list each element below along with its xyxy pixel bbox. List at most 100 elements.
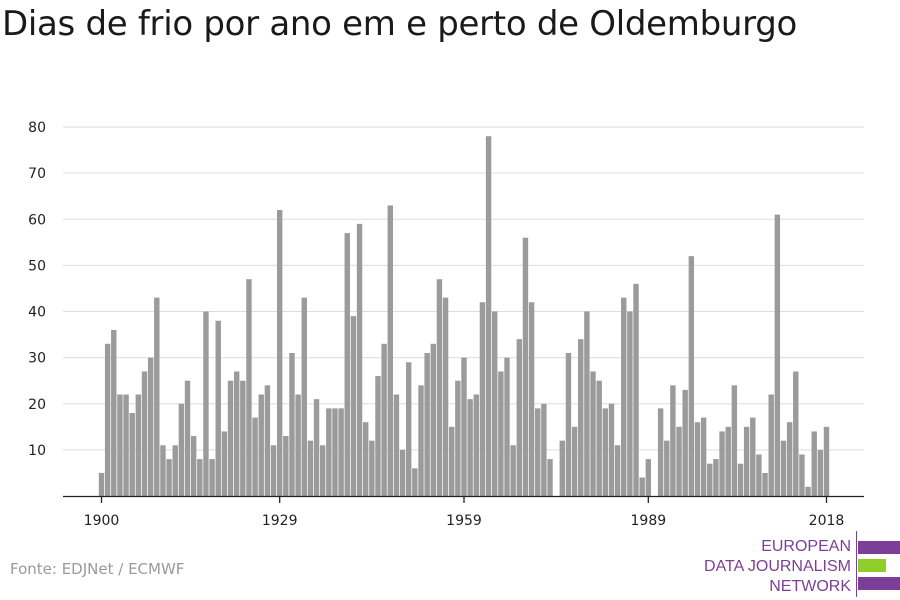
bar-1982 <box>602 408 609 496</box>
bar-1979 <box>584 311 590 496</box>
bar-1981 <box>596 380 602 496</box>
bar-1976 <box>565 353 572 496</box>
logo-text: EUROPEAN DATA JOURNALISM NETWORK <box>704 537 851 597</box>
y-tick-label: 80 <box>28 120 46 136</box>
bar-1907 <box>141 371 148 496</box>
bar-1936 <box>319 445 326 496</box>
y-tick-label: 20 <box>28 397 46 413</box>
bar-1908 <box>147 357 154 497</box>
bar-1915 <box>190 436 197 496</box>
y-tick-label: 70 <box>28 166 46 182</box>
y-axis-tick-labels: 10 20 30 40 50 60 70 80 <box>28 120 46 459</box>
bar-1999 <box>707 463 713 496</box>
bar-2005 <box>743 426 750 496</box>
bar-1934 <box>307 440 314 496</box>
bar-1923 <box>240 380 246 496</box>
bar-2001 <box>719 431 725 497</box>
bar-1911 <box>166 459 172 496</box>
bar-1913 <box>178 403 185 496</box>
bar-1945 <box>375 376 381 496</box>
x-tick-label: 1989 <box>631 513 667 529</box>
bar-1988 <box>639 477 645 496</box>
bar-2013 <box>793 371 799 496</box>
bar-1978 <box>578 339 584 496</box>
bar-1914 <box>184 380 191 496</box>
x-tick-label: 1959 <box>446 513 482 529</box>
bar-2016 <box>811 431 817 497</box>
bar-1986 <box>627 311 633 496</box>
bar-2000 <box>713 459 719 496</box>
bar-1900 <box>98 472 105 496</box>
bar-1993 <box>670 385 676 496</box>
bar-2007 <box>756 454 762 496</box>
logo-stripe-purple-bottom <box>858 577 900 590</box>
edjnet-logo: EUROPEAN DATA JOURNALISM NETWORK <box>700 531 900 597</box>
bar-1939 <box>338 408 344 496</box>
bar-1910 <box>160 445 166 496</box>
bar-1958 <box>455 380 461 496</box>
bar-1998 <box>700 417 707 496</box>
bar-1906 <box>135 394 142 496</box>
bar-1912 <box>172 445 178 496</box>
bar-1971 <box>535 408 541 496</box>
bar-1950 <box>406 362 412 496</box>
x-tick-label: 1900 <box>84 513 120 529</box>
bar-1937 <box>326 408 332 496</box>
logo-stripe-green <box>858 559 886 572</box>
bar-1995 <box>682 389 688 496</box>
bar-1957 <box>449 426 455 496</box>
bar-2009 <box>768 394 774 496</box>
bar-1904 <box>123 394 129 496</box>
bar-1921 <box>227 380 234 496</box>
bar-2008 <box>762 472 768 496</box>
bar-1964 <box>492 311 498 496</box>
bar-1966 <box>504 357 510 497</box>
bar-2018 <box>823 426 830 496</box>
bar-1918 <box>209 459 215 496</box>
bar-1927 <box>264 385 271 496</box>
bar-2017 <box>817 449 824 497</box>
bar-1991 <box>657 408 664 496</box>
bar-1926 <box>258 394 264 496</box>
bar-1962 <box>479 302 486 496</box>
bar-1932 <box>295 394 301 496</box>
bar-1917 <box>203 311 209 496</box>
bar-1980 <box>590 371 596 496</box>
logo-line-2: DATA JOURNALISM <box>704 558 851 575</box>
bar-1992 <box>664 440 670 496</box>
bar-1929 <box>276 210 283 496</box>
logo-divider <box>856 531 857 597</box>
bar-2003 <box>731 385 738 496</box>
bar-1946 <box>381 343 387 496</box>
bar-1938 <box>332 408 338 496</box>
bar-1924 <box>246 279 252 496</box>
bar-2002 <box>725 426 731 496</box>
bar-1968 <box>516 339 522 496</box>
y-tick-label: 50 <box>28 258 46 274</box>
bar-2015 <box>805 486 811 496</box>
bar-1963 <box>485 136 492 497</box>
bar-1972 <box>541 403 547 496</box>
bar-2014 <box>799 454 805 496</box>
bar-1985 <box>621 297 627 496</box>
bar-1975 <box>559 440 566 496</box>
bar-1954 <box>430 343 436 496</box>
bar-1961 <box>473 394 479 496</box>
bar-1973 <box>547 459 553 496</box>
x-axis-tick-labels: 1900 1929 1959 1989 2018 <box>84 513 845 529</box>
y-tick-label: 10 <box>28 443 46 459</box>
logo-stripe-purple-top <box>858 541 900 554</box>
bar-1952 <box>418 385 424 496</box>
bar-1969 <box>522 237 529 496</box>
bar-1948 <box>393 394 400 496</box>
bar-2006 <box>750 417 756 496</box>
y-tick-label: 30 <box>28 351 46 367</box>
bar-1940 <box>344 233 350 496</box>
bar-1959 <box>461 357 467 497</box>
bar-2012 <box>786 422 793 496</box>
bar-1931 <box>289 353 295 496</box>
bar-1947 <box>387 205 393 496</box>
bar-1942 <box>356 223 363 497</box>
bar-1909 <box>154 297 160 496</box>
bar-1919 <box>215 320 221 497</box>
